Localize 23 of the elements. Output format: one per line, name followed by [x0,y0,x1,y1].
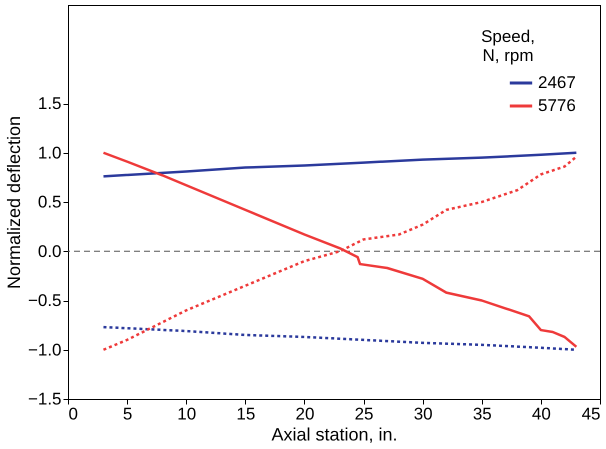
y-axis-title: Normalized deflection [4,116,24,290]
legend-title: Speed, N, rpm [481,27,535,65]
y-tick-label: −1.5 [28,390,62,408]
y-tick-label: 1.0 [38,143,62,162]
x-tick-label: 10 [177,404,196,424]
x-tick-label: 40 [532,404,551,424]
line-series [102,152,578,178]
y-tick-label: 0.5 [38,192,62,212]
x-tick-label: 0 [68,404,78,424]
y-tick-label: 0.0 [38,242,62,261]
x-tick-label: 45 [582,404,600,424]
y-tick-label: −0.5 [28,291,62,310]
x-tick-label: 25 [354,404,374,424]
legend-label: 2467 [538,73,576,92]
legend-label: 5776 [538,96,576,115]
x-axis-title: Axial station, in. [271,424,398,444]
x-tick-label: 5 [122,404,132,424]
x-tick-label: 30 [414,404,433,424]
x-tick-label: 20 [295,404,314,424]
x-tick-label: 15 [236,404,256,424]
x-tick-label: 35 [472,404,492,424]
y-tick-label: −1.0 [28,340,62,360]
y-tick-label: 1.5 [38,94,62,113]
